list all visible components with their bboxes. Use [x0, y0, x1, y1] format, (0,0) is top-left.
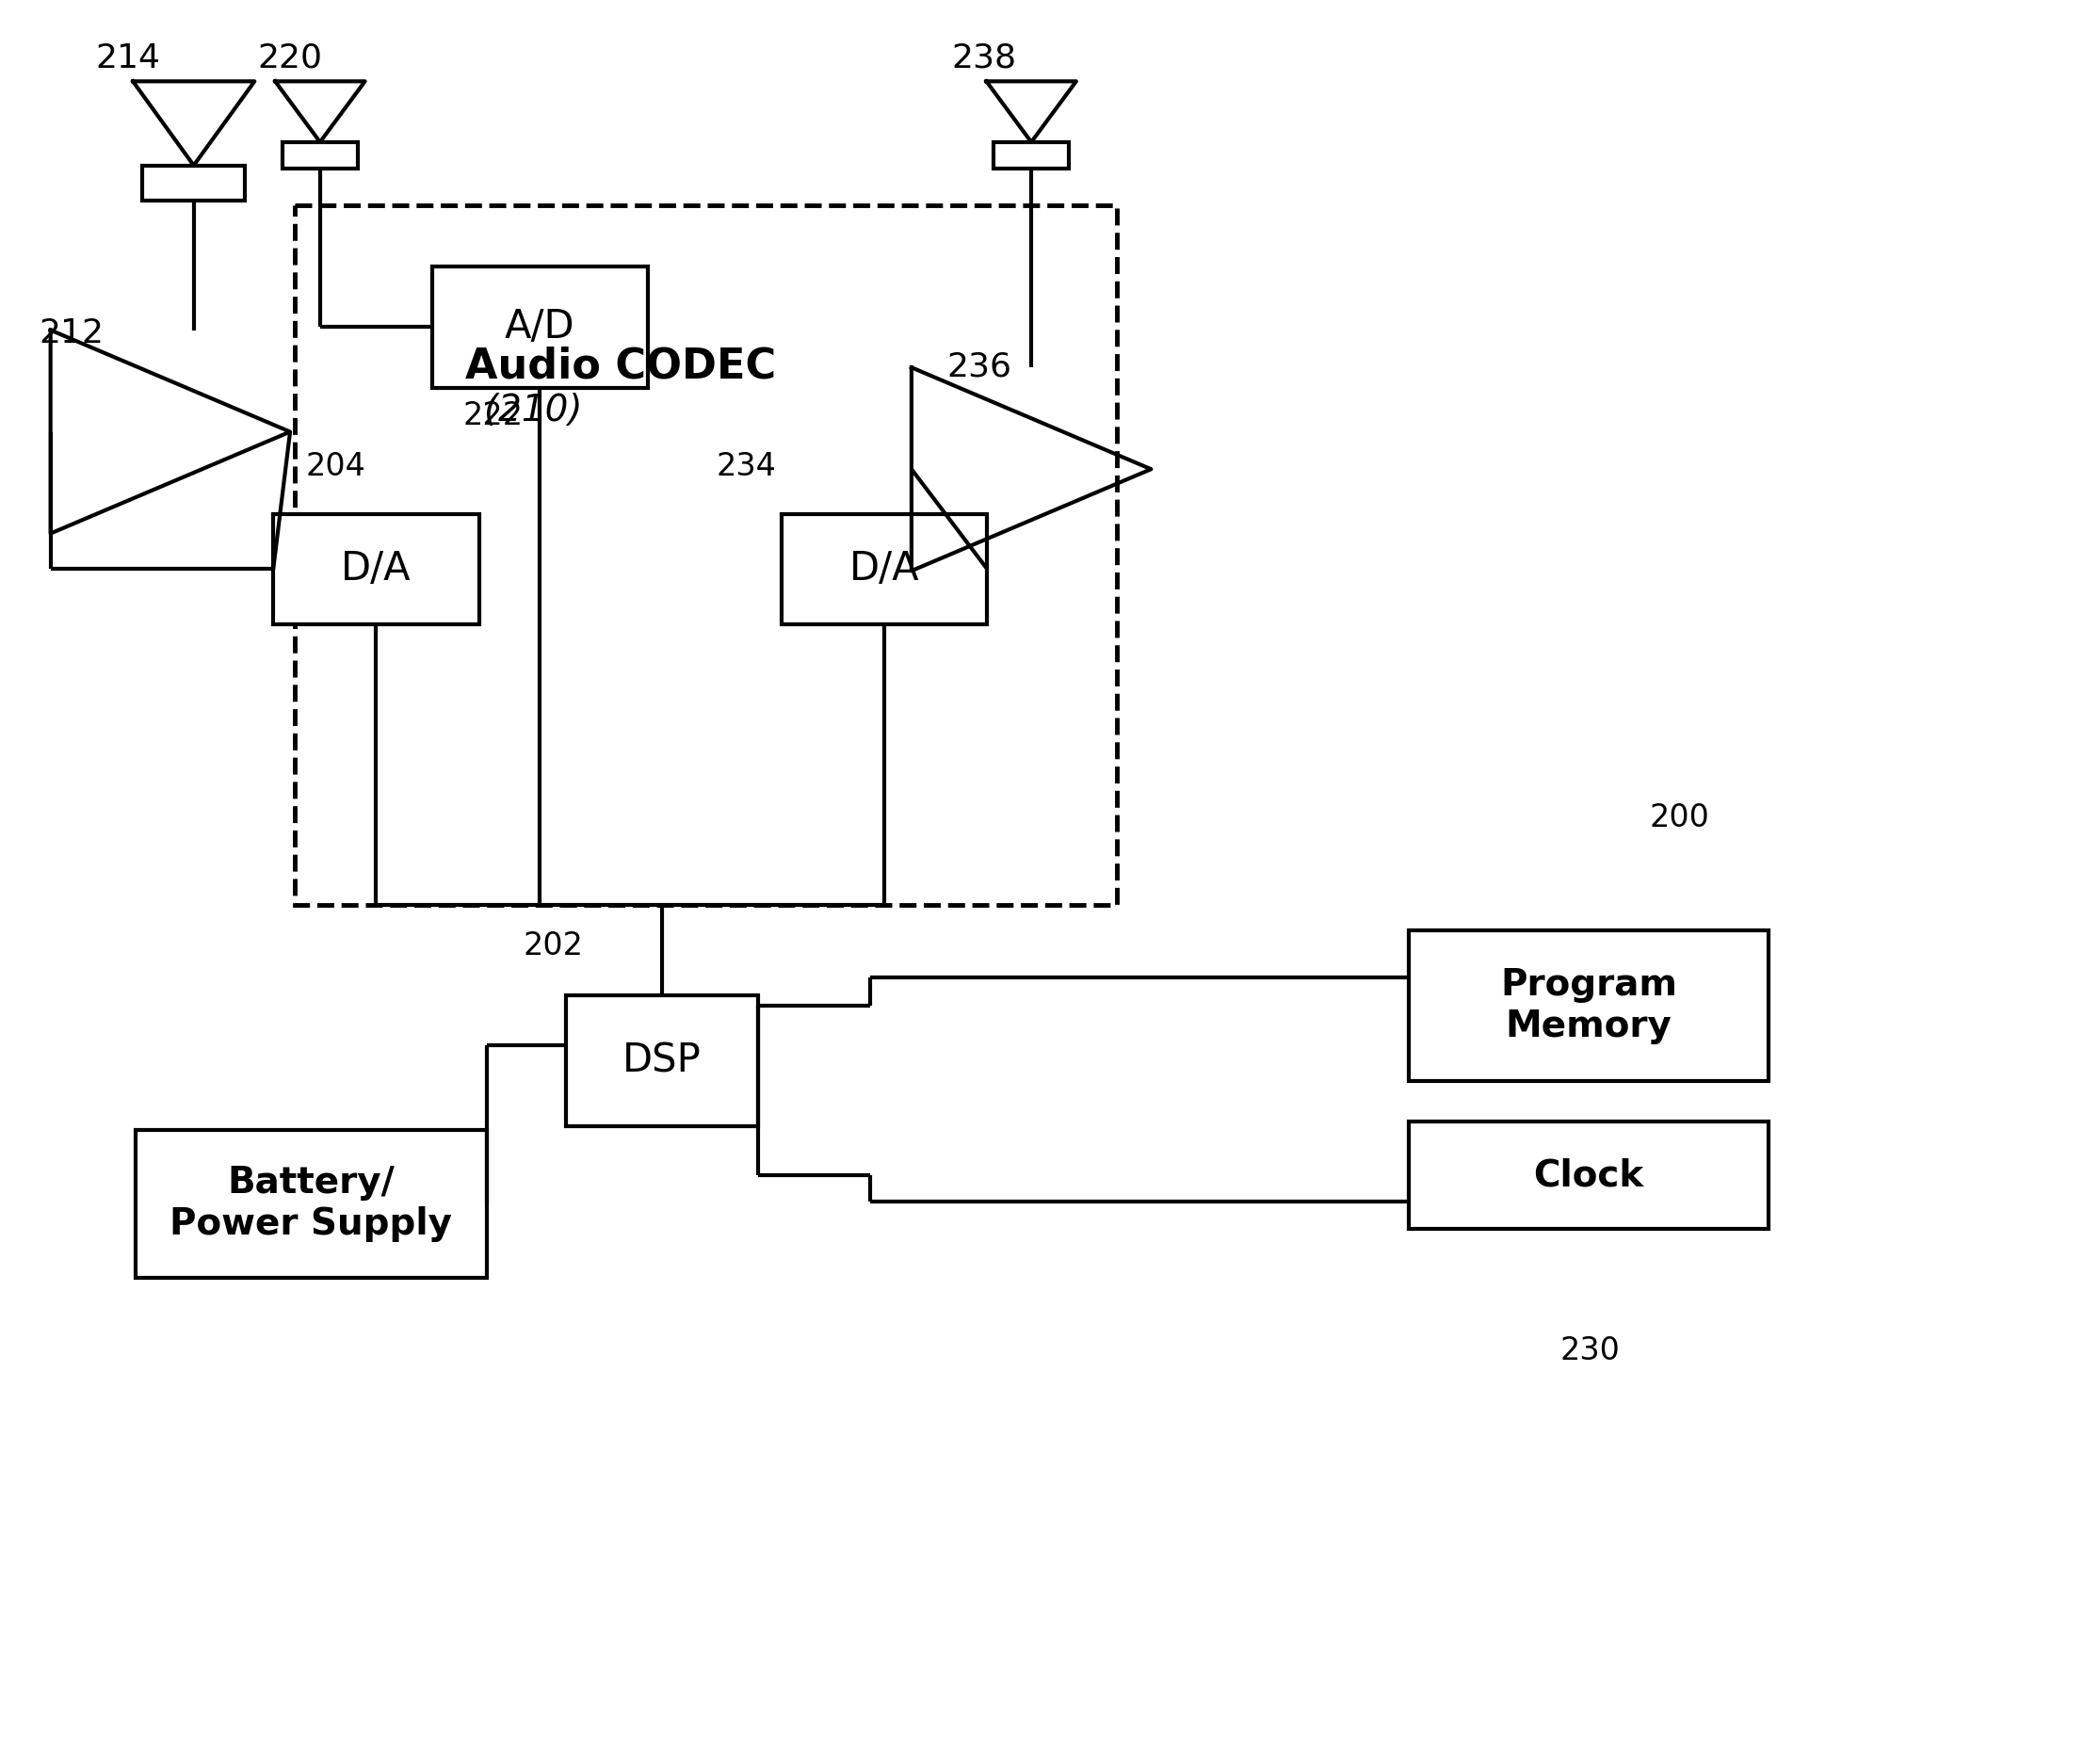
Text: 234: 234: [716, 451, 777, 481]
Bar: [143, 166, 246, 200]
Text: 238: 238: [951, 42, 1016, 73]
Text: 202: 202: [523, 931, 584, 962]
Bar: [294, 206, 1117, 905]
Bar: [993, 141, 1069, 169]
Text: Program
Memory: Program Memory: [1499, 967, 1678, 1044]
Bar: [433, 267, 647, 389]
Text: Battery/
Power Supply: Battery/ Power Supply: [170, 1164, 452, 1243]
Bar: [284, 141, 357, 169]
Bar: [273, 514, 479, 624]
Bar: [1409, 931, 1768, 1081]
Bar: [567, 995, 758, 1126]
Text: 222: 222: [464, 401, 523, 432]
Bar: [137, 1129, 487, 1278]
Text: D/A: D/A: [848, 549, 920, 589]
Text: 230: 230: [1560, 1335, 1621, 1367]
Text: (210): (210): [483, 392, 582, 429]
Text: Audio CODEC: Audio CODEC: [464, 347, 777, 387]
Text: 214: 214: [94, 42, 160, 73]
Text: A/D: A/D: [504, 307, 575, 347]
Text: DSP: DSP: [624, 1041, 701, 1081]
Text: 220: 220: [258, 42, 321, 73]
Text: 236: 236: [947, 350, 1012, 382]
Text: 200: 200: [1649, 802, 1709, 833]
Text: 212: 212: [40, 317, 105, 350]
Text: D/A: D/A: [340, 549, 412, 589]
Bar: [781, 514, 987, 624]
Text: 204: 204: [307, 451, 365, 481]
Text: Clock: Clock: [1533, 1157, 1644, 1194]
Bar: [1409, 1121, 1768, 1229]
